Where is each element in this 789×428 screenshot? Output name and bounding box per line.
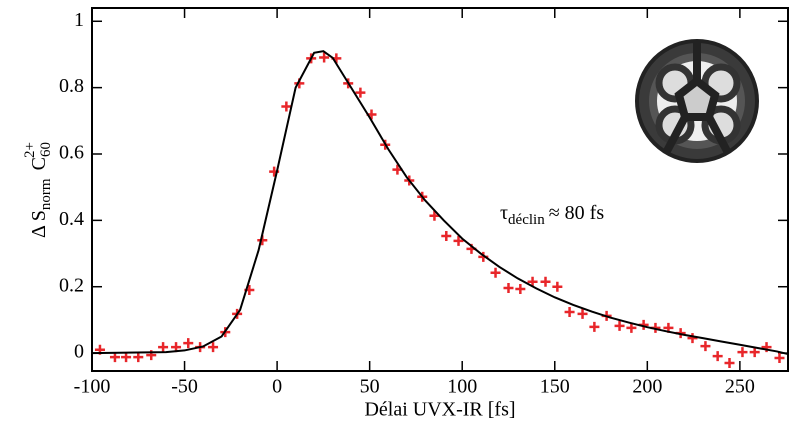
data-point xyxy=(540,276,551,287)
data-point xyxy=(626,322,637,333)
data-point xyxy=(614,320,625,331)
y-tick-label: 0.8 xyxy=(59,75,84,97)
y-tick-label: 1 xyxy=(74,9,84,31)
data-point xyxy=(319,52,330,63)
y-tick-label: 0.4 xyxy=(59,208,84,230)
data-point xyxy=(281,101,292,112)
data-point xyxy=(121,352,132,363)
data-point xyxy=(687,333,698,344)
data-point xyxy=(577,308,588,319)
y-label-part: 2+ xyxy=(22,142,38,158)
data-point xyxy=(737,347,748,358)
data-point xyxy=(712,351,723,362)
data-point xyxy=(503,283,514,294)
y-axis-label: Δ Snorm C602+ xyxy=(22,142,54,238)
data-point xyxy=(515,284,526,295)
fullerene-icon xyxy=(635,39,759,163)
data-point xyxy=(429,210,440,221)
data-point xyxy=(589,321,600,332)
y-label-part: norm xyxy=(38,178,54,210)
x-tick-label: 250 xyxy=(725,376,755,398)
y-tick-label: 0 xyxy=(74,341,84,363)
data-point xyxy=(564,306,575,317)
data-point xyxy=(724,358,735,369)
data-point xyxy=(355,87,366,98)
plot-frame xyxy=(91,7,789,372)
data-point xyxy=(527,276,538,287)
x-tick-label: -100 xyxy=(74,376,111,398)
x-axis-label: Délai UVX-IR [fs] xyxy=(364,399,515,421)
data-point xyxy=(490,267,501,278)
data-point xyxy=(453,235,464,246)
data-point xyxy=(208,342,219,353)
data-point xyxy=(700,341,711,352)
x-tick-label: 50 xyxy=(360,376,380,398)
data-point xyxy=(441,230,452,241)
y-tick-label: 0.2 xyxy=(59,274,84,296)
annotation: τdéclin ≈ 80 fs xyxy=(500,202,604,229)
y-label-part: Δ S xyxy=(28,210,50,238)
annotation-part: τ xyxy=(500,202,508,224)
fit-curve xyxy=(91,50,789,356)
x-tick-label: 100 xyxy=(447,376,477,398)
x-tick-label: 0 xyxy=(272,376,282,398)
y-label-part: 60 xyxy=(38,142,54,157)
annotation-part: ≈ 80 fs xyxy=(549,202,605,224)
y-tick-label: 0.6 xyxy=(59,142,84,164)
data-point xyxy=(158,342,169,353)
x-tick-label: -50 xyxy=(171,376,198,398)
data-point xyxy=(749,347,760,358)
data-point xyxy=(774,353,785,364)
data-point xyxy=(133,352,144,363)
x-tick-label: 150 xyxy=(540,376,570,398)
data-point xyxy=(552,281,563,292)
data-point xyxy=(183,338,194,349)
annotation-part: déclin xyxy=(508,212,545,228)
x-tick-label: 200 xyxy=(632,376,662,398)
y-label-part: C xyxy=(28,157,50,170)
